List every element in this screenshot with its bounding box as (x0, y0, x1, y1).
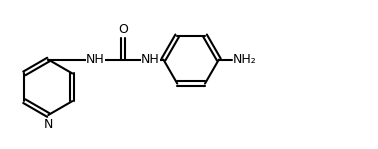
Text: NH: NH (141, 53, 160, 66)
Text: O: O (118, 23, 128, 36)
Text: NH₂: NH₂ (232, 53, 256, 66)
Text: N: N (43, 118, 53, 131)
Text: NH: NH (86, 53, 105, 66)
